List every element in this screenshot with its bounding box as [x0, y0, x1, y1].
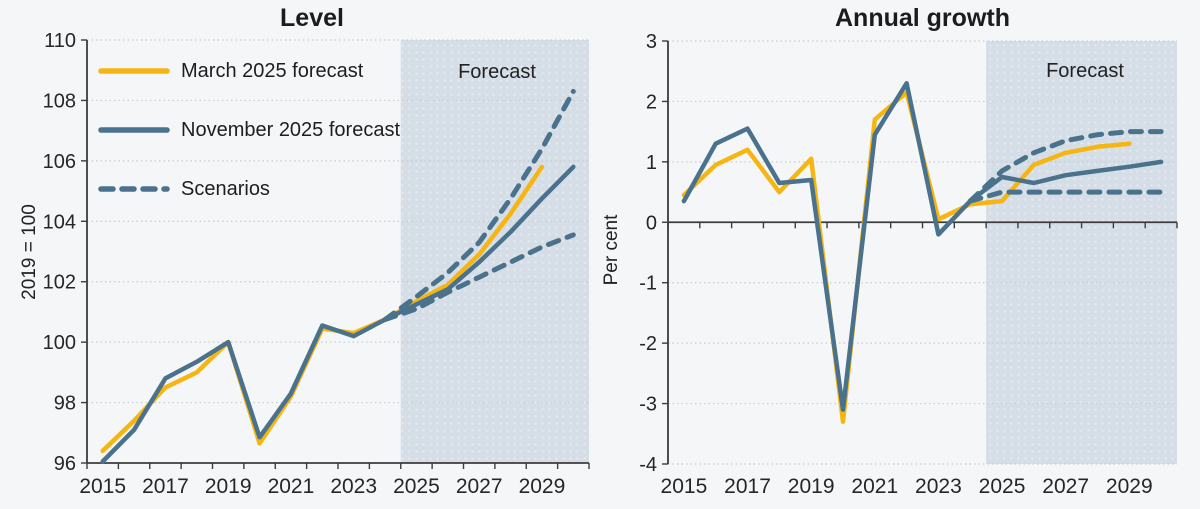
y-tick-label: 3 — [646, 31, 657, 53]
forecast-label-growth: Forecast — [1046, 60, 1124, 82]
y-tick-label: 110 — [44, 30, 76, 52]
y-axis-title-growth: Per cent — [601, 214, 622, 286]
y-tick-label: 104 — [43, 211, 76, 233]
legend-label-november-forecast: November 2025 forecast — [181, 118, 401, 141]
x-tick-label: 2019 — [205, 475, 252, 498]
november-forecast-line-swatch — [98, 127, 170, 133]
y-tick-label: 0 — [646, 212, 657, 234]
y-tick-label: 108 — [43, 90, 76, 112]
y-tick-label: 102 — [43, 272, 76, 294]
x-tick-label: 2023 — [330, 475, 377, 498]
legend-label-scenarios: Scenarios — [181, 177, 270, 200]
forecast-region-texture — [986, 41, 1177, 464]
series-line-scenario-low — [967, 189, 1164, 204]
level-chart-title: Level — [280, 4, 344, 32]
y-tick-label: 98 — [54, 393, 76, 415]
x-tick-label: 2017 — [724, 475, 771, 498]
level-chart: 96 98 100 102 104 106 108 110 2015 2017 2019 2021 20… — [43, 30, 590, 498]
x-tick-label: 2029 — [519, 475, 566, 498]
annual-growth-chart: -4 -3 -2 -1 0 1 2 3 2015 2017 2019 2021 2023 2025 2027… — [639, 31, 1178, 498]
legend: March 2025 forecast November 2025 foreca… — [97, 60, 400, 237]
y-tick-label: -2 — [639, 333, 657, 355]
x-tick-label: 2017 — [142, 475, 189, 498]
x-tick-label: 2027 — [1042, 475, 1089, 498]
x-tick-label: 2015 — [661, 475, 708, 498]
forecast-label-level: Forecast — [458, 61, 536, 83]
y-tick-label: -1 — [639, 273, 657, 295]
series-line-scenario-high — [382, 88, 576, 322]
y-tick-label: -3 — [639, 394, 657, 416]
legend-label-march-forecast: March 2025 forecast — [181, 59, 364, 82]
x-tick-label: 2029 — [1106, 475, 1153, 498]
series-line-november-2025-forecast — [681, 81, 1164, 412]
y-tick-label: 106 — [43, 151, 76, 173]
x-tick-label: 2015 — [79, 475, 126, 498]
annual-growth-chart-title: Annual growth — [835, 4, 1010, 32]
x-tick-label: 2027 — [456, 475, 503, 498]
y-tick-label: 2 — [646, 91, 657, 113]
y-tick-label: -4 — [639, 454, 657, 476]
y-tick-label: 100 — [43, 332, 76, 354]
y-axis-title-level: 2019 = 100 — [19, 204, 40, 300]
series-line-scenario-high — [967, 129, 1164, 204]
x-tick-label: 2025 — [979, 475, 1026, 498]
series-line-scenario-low — [382, 232, 576, 322]
x-tick-label: 2023 — [915, 475, 962, 498]
legend-item-march-forecast: March 2025 forecast — [97, 60, 400, 82]
x-tick-label: 2021 — [851, 475, 898, 498]
legend-item-november-forecast: November 2025 forecast — [97, 119, 400, 141]
x-tick-label: 2019 — [788, 475, 835, 498]
x-tick-label: 2021 — [268, 475, 315, 498]
y-tick-label: 96 — [54, 453, 76, 475]
march-forecast-line-swatch — [98, 68, 170, 74]
y-tick-label: 1 — [646, 152, 657, 174]
legend-item-scenarios: Scenarios — [97, 178, 400, 200]
series-line-november-2025-forecast — [100, 164, 576, 464]
forecast-region-texture — [400, 40, 589, 463]
scenarios-line-swatch — [98, 186, 170, 192]
x-tick-label: 2025 — [393, 475, 440, 498]
